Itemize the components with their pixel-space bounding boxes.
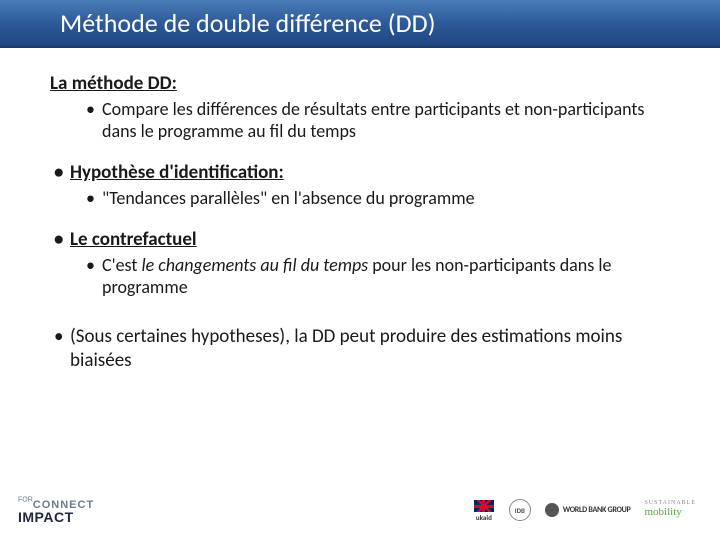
section-counterfactual: Le contrefactuel C'est le changements au… <box>50 228 670 299</box>
method-description: Compare les différences de résultats ent… <box>50 99 670 143</box>
heading-counterfactual: Le contrefactuel <box>50 228 670 251</box>
counterfactual-description: C'est le changements au fil du temps pou… <box>50 255 670 299</box>
mobility-logo: SUSTAINABLE mobility <box>644 498 696 522</box>
uk-flag-icon <box>473 499 495 513</box>
heading-hypothesis: Hypothèse d'identification: <box>50 161 670 184</box>
section-hypothesis: Hypothèse d'identification: "Tendances p… <box>50 161 670 210</box>
heading-method: La méthode DD: <box>50 72 670 95</box>
hypothesis-description: "Tendances parallèles" en l'absence du p… <box>50 188 670 210</box>
conclusion-text: (Sous certaines hypotheses), la DD peut … <box>50 325 670 373</box>
footer: FORCONNECT IMPACT ukaid IDB WORLD BANK G… <box>0 488 720 532</box>
globe-icon <box>545 503 559 517</box>
section-method: La méthode DD: Compare les différences d… <box>50 72 670 143</box>
sponsor-logos: ukaid IDB WORLD BANK GROUP SUSTAINABLE m… <box>473 498 696 522</box>
slide-title: Méthode de double différence (DD) <box>60 7 436 39</box>
ukaid-logo: ukaid <box>473 498 495 522</box>
slide-content: La méthode DD: Compare les différences d… <box>0 48 720 372</box>
worldbank-logo: WORLD BANK GROUP <box>545 498 631 522</box>
connect-impact-logo: FORCONNECT IMPACT <box>18 497 94 524</box>
iadb-icon: IDB <box>509 499 531 521</box>
section-conclusion: (Sous certaines hypotheses), la DD peut … <box>50 325 670 373</box>
iadb-logo: IDB <box>509 498 531 522</box>
title-bar: Méthode de double différence (DD) <box>0 0 720 48</box>
